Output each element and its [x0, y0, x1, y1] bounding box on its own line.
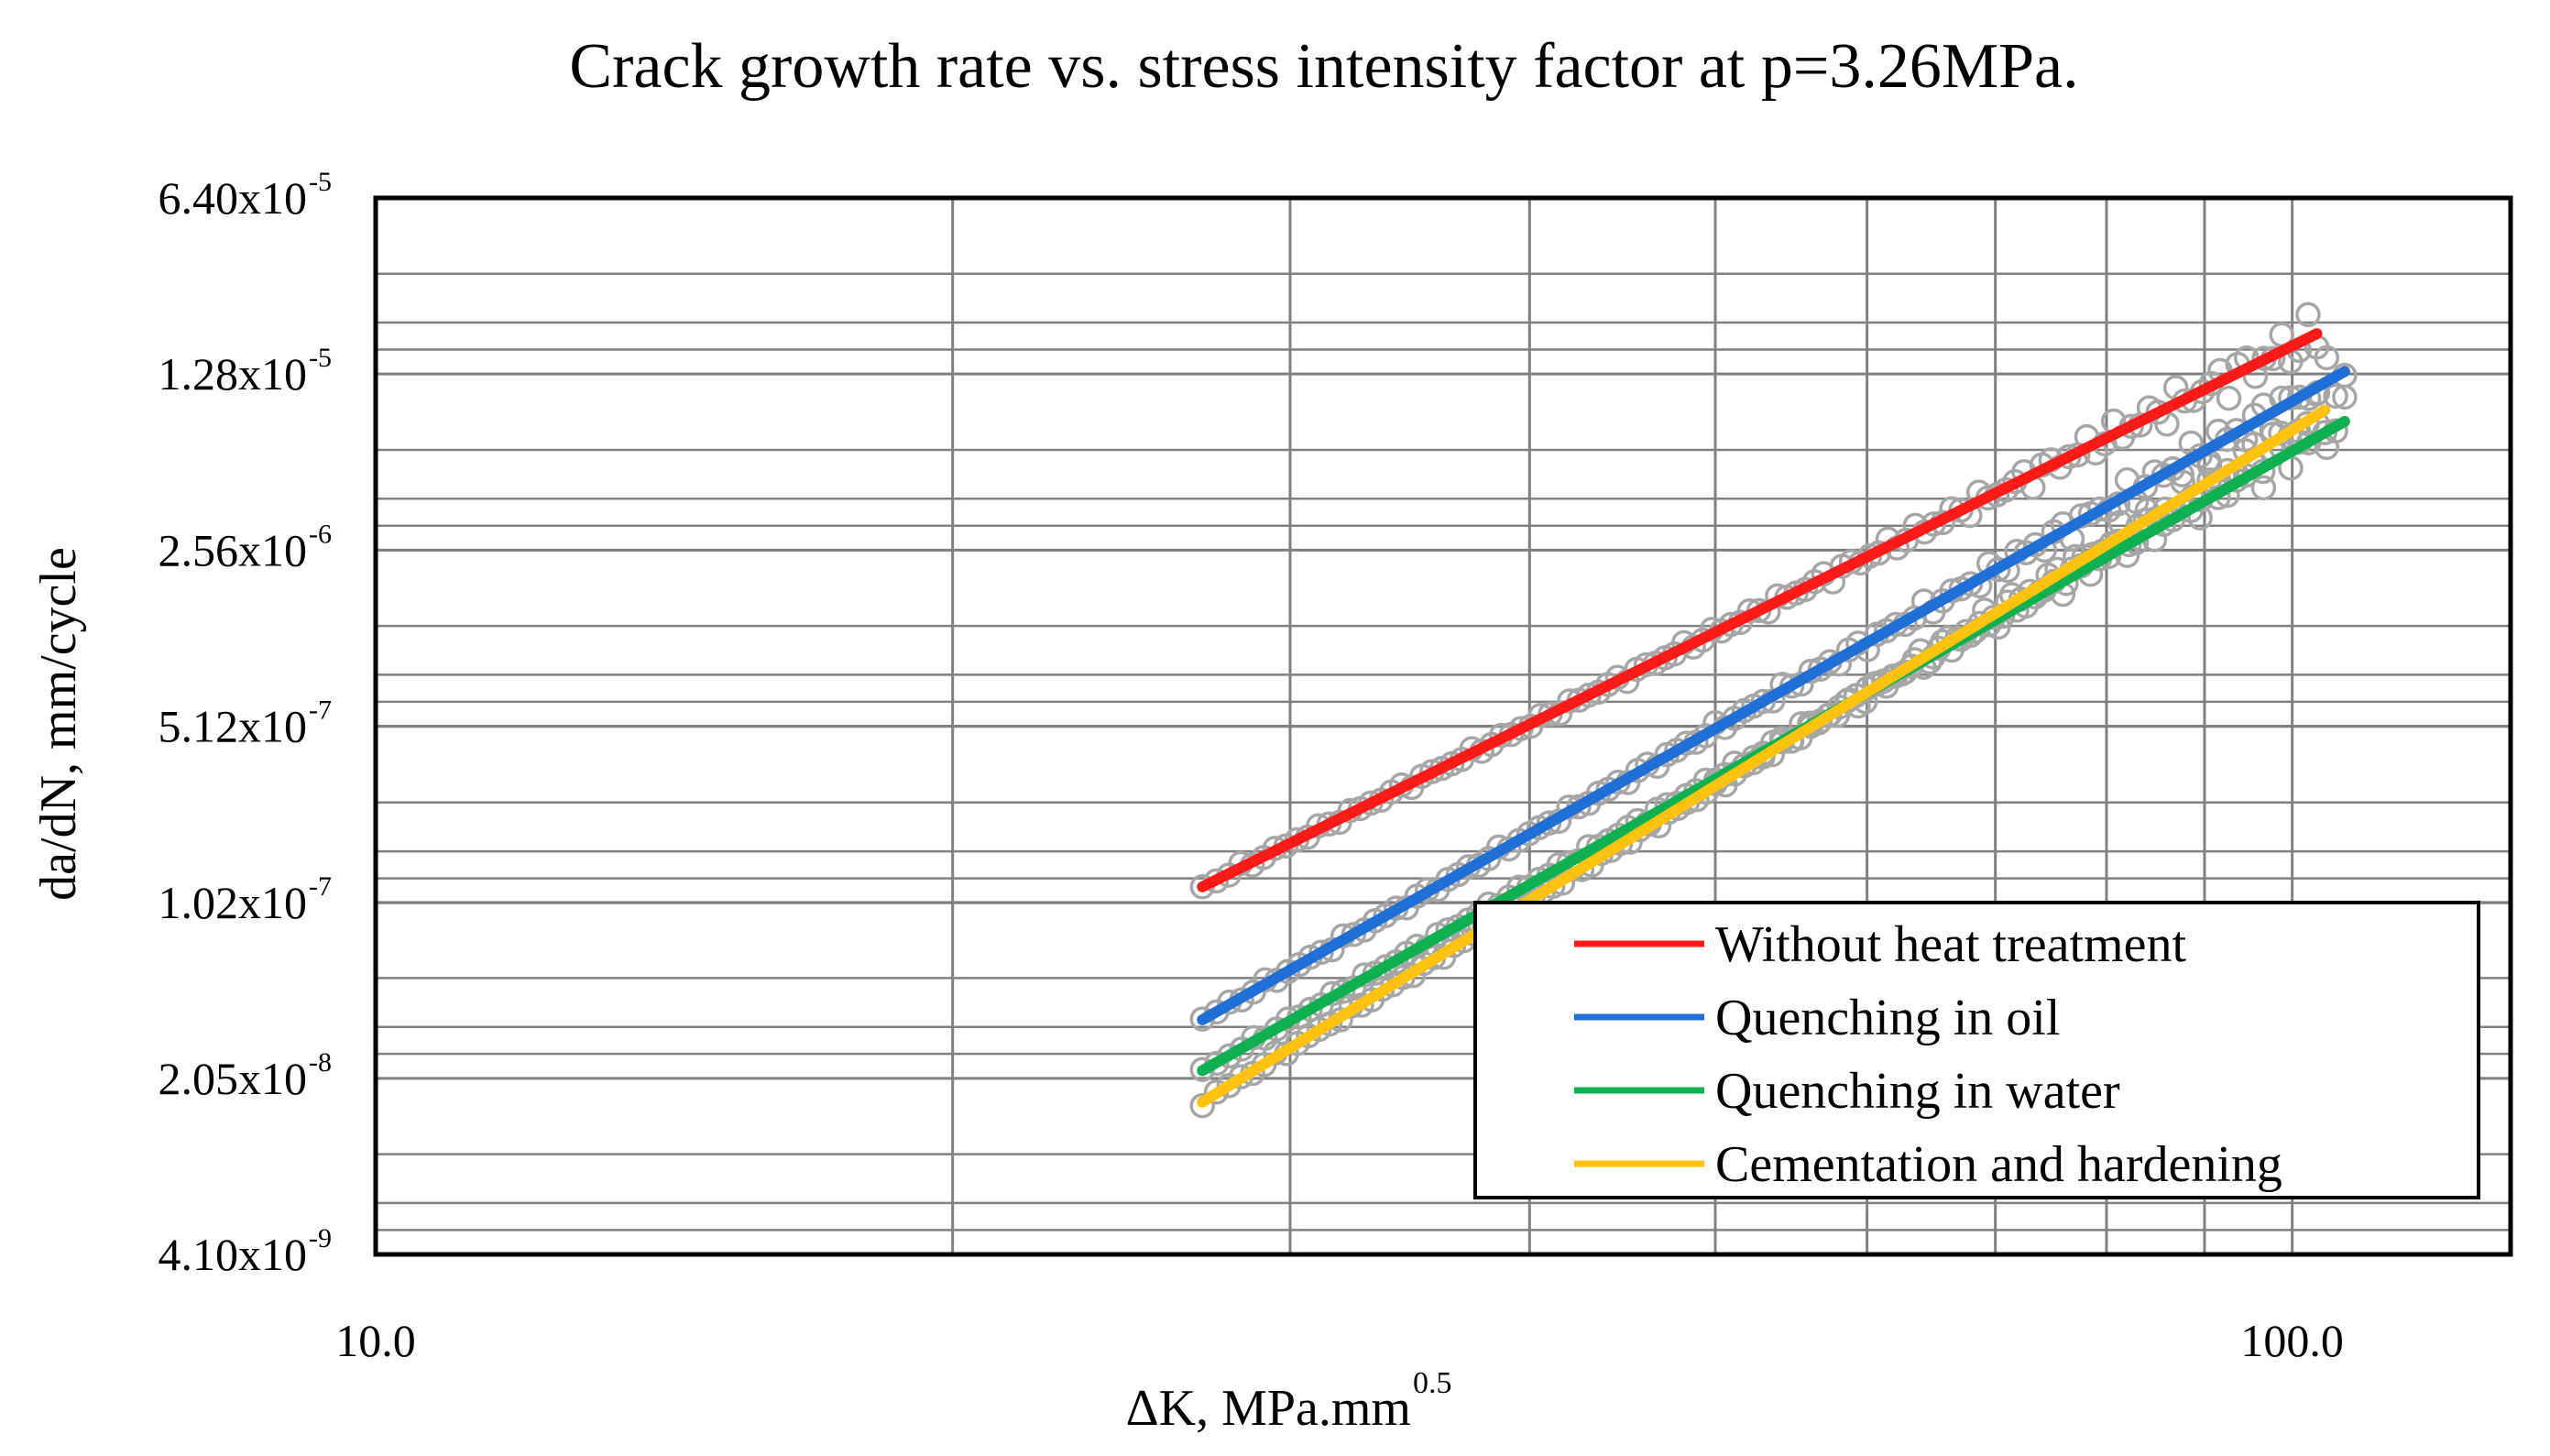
legend-label: Cementation and hardening	[1715, 1136, 2282, 1193]
chart-title: Crack growth rate vs. stress intensity f…	[569, 31, 2078, 102]
series-line	[1197, 366, 2350, 1025]
y-tick-exponent: -6	[309, 519, 332, 549]
x-tick-label: 10.0	[335, 1315, 416, 1366]
series-line	[1197, 328, 2323, 892]
y-tick-exponent: -5	[309, 167, 332, 197]
y-tick-exponent: -9	[309, 1223, 332, 1253]
data-point	[2250, 475, 2277, 501]
x-tick-labels: 10.0 100.0	[335, 1315, 2344, 1366]
data-point	[2323, 383, 2348, 410]
data-point	[2332, 384, 2358, 411]
data-point	[2295, 301, 2321, 328]
legend-label: Quenching in oil	[1715, 990, 2060, 1046]
legend-label: Quenching in water	[1715, 1063, 2120, 1120]
data-point	[2314, 345, 2340, 371]
plot-frame	[373, 195, 2513, 1257]
legend-box	[1473, 901, 2480, 1199]
y-tick-exponent: -7	[309, 871, 332, 902]
y-axis-label: da/dN, mm/cycle	[30, 547, 87, 901]
y-tick-label: 2.05x10	[159, 1053, 308, 1104]
series-line	[1197, 404, 2331, 1108]
y-tick-label: 6.40x10	[159, 172, 308, 224]
y-tick-label: 1.02x10	[159, 877, 308, 928]
fit-lines	[1197, 328, 2350, 1108]
y-tick-label: 4.10x10	[159, 1229, 308, 1280]
y-tick-label: 2.56x10	[159, 524, 308, 575]
x-tick-label: 100.0	[2240, 1315, 2344, 1366]
data-point	[1189, 1092, 1216, 1119]
y-tick-labels: 6.40x10 -51.28x10 -52.56x10 -65.12x10 -71.02…	[159, 167, 333, 1280]
data-point	[2216, 385, 2242, 411]
y-tick-label: 5.12x10	[159, 701, 308, 752]
y-tick-exponent: -8	[309, 1047, 332, 1078]
legend: Without heat treatment Quenching in oil Qu…	[1473, 901, 2480, 1199]
x-axis-label-exponent: 0.5	[1413, 1366, 1452, 1400]
legend-label: Without heat treatment	[1715, 916, 2186, 973]
x-axis-label-main: ΔK, MPa.mm	[1126, 1380, 1411, 1437]
y-tick-exponent: -7	[309, 695, 332, 726]
y-tick-exponent: -5	[309, 343, 332, 373]
x-axis-label: ΔK, MPa.mm	[1126, 1380, 1411, 1437]
y-tick-label: 1.28x10	[159, 348, 308, 400]
